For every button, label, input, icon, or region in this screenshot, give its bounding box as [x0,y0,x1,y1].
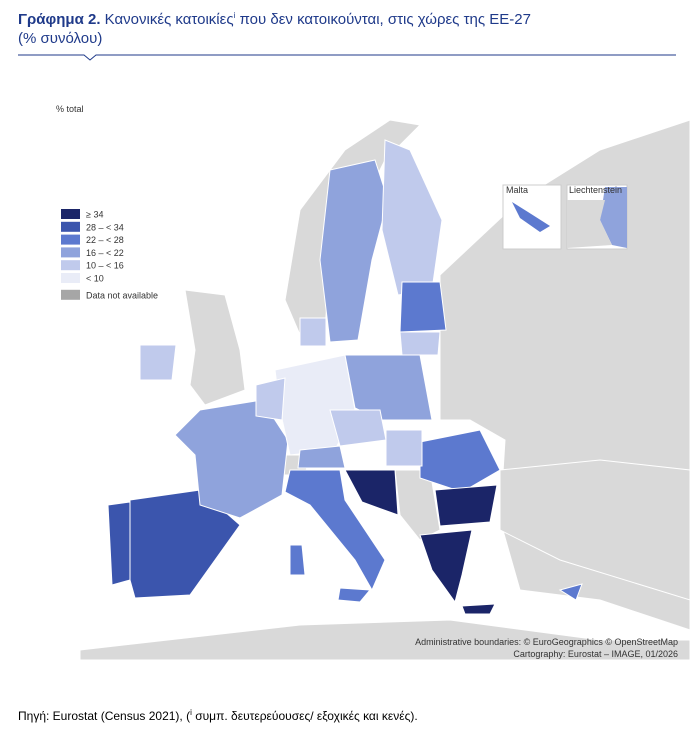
legend-swatch [61,289,80,300]
legend-swatch [61,260,80,271]
source-text: Πηγή: Eurostat (Census 2021), ( [18,709,191,723]
legend-swatch [61,234,80,245]
liechtenstein-shape [600,187,627,248]
legend-swatch [61,221,80,232]
legend-label: 16 – < 22 [86,248,124,258]
legend-swatch [61,273,80,283]
subtitle: (% συνόλου) [18,30,103,47]
unit-label: % total [56,104,84,114]
inset-label: Malta [506,185,528,195]
title-label: Γράφημα 2. [18,11,101,28]
legend: ≥ 34 28 – < 34 22 – < 28 16 – < 22 10 – < 16… [61,209,158,300]
legend-label: 10 – < 16 [86,261,124,271]
legend-label: < 10 [86,274,104,284]
credit: Administrative boundaries: © EuroGeograp… [415,637,678,647]
eu-countries [107,139,583,615]
title: Κανονικές κατοικίες [104,11,234,28]
source-sup: i [190,708,192,717]
liechtenstein-surroundings [567,200,612,248]
legend-label: Data not available [86,290,158,300]
legend-label: ≥ 34 [86,210,103,220]
legend-swatch [61,247,80,258]
divider [18,54,676,61]
credit: Cartography: Eurostat – IMAGE, 01/2026 [513,649,678,659]
header: Γράφημα 2. Κανονικές κατοικίεςi που δεν … [18,6,678,48]
title-sup: i [233,11,236,20]
malta-shape [512,202,550,232]
legend-label: 22 – < 28 [86,235,124,245]
legend-swatch [61,209,80,219]
map: Malta Liechtenstein % total ≥ 34 28 – < 3… [18,54,691,661]
inset-label: Liechtenstein [569,185,622,195]
legend-label: 28 – < 34 [86,222,124,232]
source: Πηγή: Eurostat (Census 2021), (i συμπ. δ… [18,708,418,723]
source-rest: συμπ. δευτερεύουσες/ εξοχικές και κενές)… [195,709,418,723]
title-rest: που δεν κατοικούνται, στις χώρες της ΕΕ-… [239,11,531,28]
